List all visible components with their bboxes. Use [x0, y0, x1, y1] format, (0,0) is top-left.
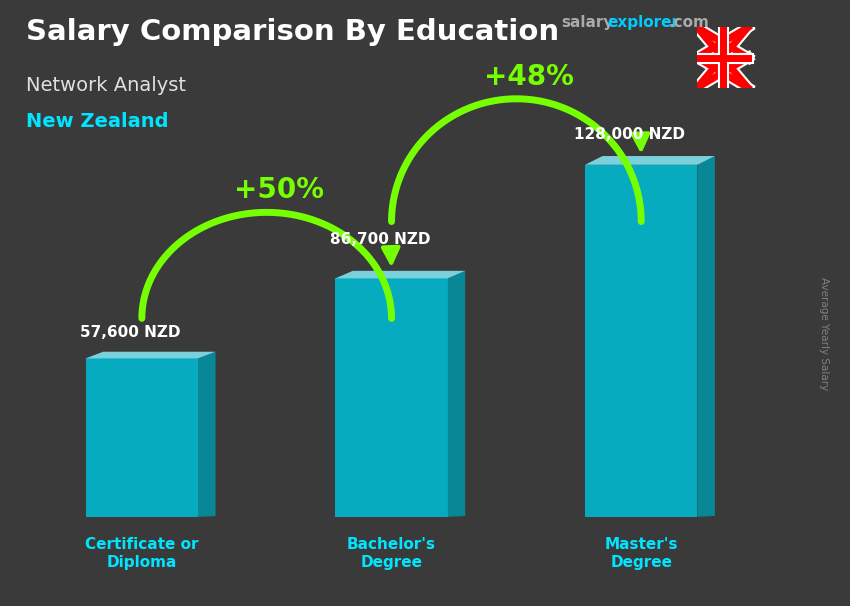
Polygon shape: [585, 165, 697, 517]
Polygon shape: [585, 156, 715, 165]
Polygon shape: [336, 278, 448, 517]
Text: salary: salary: [561, 15, 614, 30]
Text: .com: .com: [668, 15, 709, 30]
Text: Bachelor's
Degree: Bachelor's Degree: [347, 538, 436, 570]
Text: +48%: +48%: [484, 62, 574, 90]
Polygon shape: [336, 271, 465, 278]
Text: Master's
Degree: Master's Degree: [604, 538, 678, 570]
Polygon shape: [697, 156, 715, 517]
Text: Average Yearly Salary: Average Yearly Salary: [819, 277, 829, 390]
Text: New Zealand: New Zealand: [26, 112, 168, 131]
Text: Certificate or
Diploma: Certificate or Diploma: [85, 538, 199, 570]
Text: 57,600 NZD: 57,600 NZD: [81, 325, 181, 340]
Polygon shape: [198, 351, 216, 517]
Polygon shape: [448, 271, 465, 517]
Polygon shape: [86, 358, 198, 517]
Text: 86,700 NZD: 86,700 NZD: [330, 233, 431, 247]
Text: Network Analyst: Network Analyst: [26, 76, 185, 95]
Text: +50%: +50%: [234, 176, 324, 204]
Polygon shape: [86, 351, 216, 358]
Text: Salary Comparison By Education: Salary Comparison By Education: [26, 18, 558, 46]
Text: explorer: explorer: [607, 15, 679, 30]
Text: 128,000 NZD: 128,000 NZD: [575, 127, 685, 142]
